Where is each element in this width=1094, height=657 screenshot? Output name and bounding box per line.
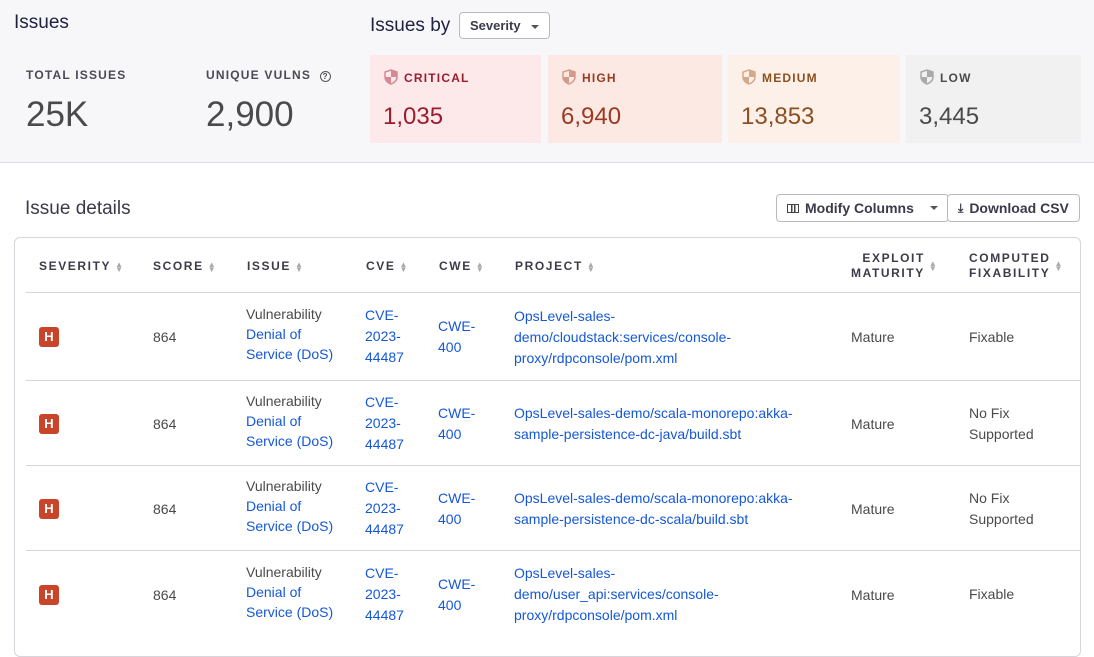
- severity-card-low[interactable]: LOW 3,445: [906, 55, 1081, 143]
- help-icon[interactable]: ?: [319, 71, 331, 82]
- project-link[interactable]: OpsLevel-sales-demo/scala-monorepo:akka-…: [514, 404, 793, 442]
- issue-cell: Vulnerability Denial of Service (DoS): [246, 391, 333, 451]
- column-header-issue[interactable]: ISSUE ▲ ▼: [247, 259, 305, 274]
- issue-type: Vulnerability: [246, 392, 322, 409]
- project-link[interactable]: OpsLevel-sales-demo/user_api:services/co…: [514, 565, 719, 623]
- column-header-severity[interactable]: SEVERITY ▲ ▼: [39, 259, 125, 274]
- severity-card-label: LOW: [940, 71, 972, 85]
- severity-card-critical[interactable]: CRITICAL 1,035: [370, 55, 541, 143]
- sort-icon[interactable]: ▲ ▼: [475, 259, 486, 274]
- computed-fixability: No Fix Supported: [969, 489, 1034, 527]
- column-header-computed-fixability[interactable]: COMPUTED FIXABILITY ▲ ▼: [969, 251, 1064, 280]
- download-csv-label: Download CSV: [969, 200, 1069, 216]
- score: 864: [153, 586, 177, 603]
- modify-columns-label: Modify Columns: [805, 200, 914, 216]
- cwe-link[interactable]: CWE- 400: [438, 489, 476, 527]
- cve-link[interactable]: CVE- 2023- 44487: [365, 393, 404, 452]
- column-header-cwe[interactable]: CWE ▲ ▼: [439, 259, 486, 274]
- shield-icon: [920, 69, 934, 85]
- column-header-cve[interactable]: CVE ▲ ▼: [366, 259, 410, 274]
- project-link[interactable]: OpsLevel-sales-demo/cloudstack:services/…: [514, 307, 732, 366]
- issue-link[interactable]: Service (DoS): [246, 432, 334, 449]
- sort-icon[interactable]: ▲ ▼: [586, 259, 597, 274]
- unique-vulns-label: UNIQUE VULNS ?: [206, 68, 331, 82]
- total-issues-value: 25K: [26, 95, 89, 134]
- issue-cell: Vulnerability Denial of Service (DoS): [246, 562, 333, 622]
- columns-icon: [787, 203, 799, 213]
- severity-badge-high: H: [39, 584, 59, 605]
- shield-icon: [742, 69, 756, 85]
- issues-by-label: Issues by: [370, 15, 451, 36]
- severity-card-label: CRITICAL: [404, 71, 470, 85]
- severity-card-value: 1,035: [383, 103, 444, 130]
- issue-link[interactable]: Service (DoS): [246, 603, 334, 620]
- severity-card-label: MEDIUM: [762, 71, 818, 85]
- shield-icon: [562, 69, 576, 85]
- issue-type: Vulnerability: [246, 477, 322, 494]
- cwe-link[interactable]: CWE- 400: [438, 404, 476, 442]
- cve-link[interactable]: CVE- 2023- 44487: [365, 307, 404, 365]
- issue-link[interactable]: Service (DoS): [246, 517, 334, 534]
- severity-badge-high: H: [39, 413, 59, 434]
- computed-fixability: No Fix Supported: [969, 404, 1034, 442]
- severity-card-medium[interactable]: MEDIUM 13,853: [728, 55, 900, 143]
- severity-card-high[interactable]: HIGH 6,940: [548, 55, 722, 143]
- severity-card-value: 13,853: [741, 103, 815, 130]
- severity-badge-high: H: [39, 498, 59, 519]
- cve-link[interactable]: CVE- 2023- 44487: [365, 478, 404, 537]
- sort-icon[interactable]: ▲ ▼: [207, 259, 218, 274]
- issue-link[interactable]: Service (DoS): [246, 346, 334, 362]
- sort-icon[interactable]: ▲ ▼: [115, 259, 125, 274]
- issue-cell: Vulnerability Denial of Service (DoS): [246, 476, 333, 536]
- download-csv-button[interactable]: ⤓ Download CSV: [947, 194, 1080, 222]
- severity-card-label: HIGH: [582, 71, 617, 85]
- column-header-exploit-maturity[interactable]: EXPLOIT MATURITY ▲ ▼: [851, 251, 939, 280]
- issue-link[interactable]: Denial of: [246, 326, 302, 342]
- score: 864: [153, 415, 177, 432]
- issue-type: Vulnerability: [246, 563, 322, 580]
- cve-link[interactable]: CVE- 2023- 44487: [365, 564, 404, 623]
- chevron-down-icon: [929, 206, 938, 210]
- issue-type: Vulnerability: [246, 306, 322, 322]
- computed-fixability: Fixable: [969, 328, 1015, 345]
- unique-vulns-text: UNIQUE VULNS: [206, 68, 312, 82]
- group-by-select[interactable]: Severity: [459, 12, 550, 39]
- cwe-link[interactable]: CWE- 400: [438, 318, 476, 355]
- computed-fixability: Fixable: [969, 586, 1015, 602]
- page-title: Issues: [14, 12, 69, 33]
- table-row[interactable]: H 864 Vulnerability Denial of Service (D…: [26, 292, 1081, 380]
- table-row[interactable]: H 864 Vulnerability Denial of Service (D…: [26, 465, 1081, 550]
- severity-badge-high: H: [39, 327, 59, 347]
- sort-icon[interactable]: ▲ ▼: [928, 259, 939, 273]
- modify-columns-button[interactable]: Modify Columns: [776, 194, 949, 222]
- sort-icon[interactable]: ▲ ▼: [1054, 259, 1064, 273]
- issue-cell: Vulnerability Denial of Service (DoS): [246, 304, 333, 364]
- table-row[interactable]: H 864 Vulnerability Denial of Service (D…: [26, 380, 1081, 465]
- exploit-maturity: Mature: [851, 415, 895, 432]
- total-issues-label: TOTAL ISSUES: [26, 68, 127, 82]
- exploit-maturity: Mature: [851, 500, 895, 517]
- issue-link[interactable]: Denial of: [246, 497, 302, 514]
- sort-icon[interactable]: ▲ ▼: [399, 259, 410, 274]
- sort-icon[interactable]: ▲ ▼: [295, 259, 305, 274]
- table-row[interactable]: H 864 Vulnerability Denial of Service (D…: [26, 550, 1081, 637]
- exploit-maturity: Mature: [851, 329, 895, 345]
- exploit-maturity: Mature: [851, 586, 895, 603]
- download-icon: ⤓: [958, 200, 964, 215]
- project-link[interactable]: OpsLevel-sales-demo/scala-monorepo:akka-…: [514, 489, 793, 527]
- shield-icon: [384, 69, 398, 85]
- column-header-project[interactable]: PROJECT ▲ ▼: [515, 259, 597, 274]
- score: 864: [153, 500, 177, 517]
- issue-link[interactable]: Denial of: [246, 412, 302, 429]
- severity-card-value: 3,445: [919, 103, 980, 130]
- column-header-score[interactable]: SCORE ▲ ▼: [153, 259, 218, 274]
- issue-details-title: Issue details: [25, 198, 131, 219]
- severity-card-value: 6,940: [561, 103, 622, 130]
- unique-vulns-value: 2,900: [206, 95, 294, 134]
- chevron-down-icon: [530, 24, 539, 29]
- score: 864: [153, 329, 177, 345]
- group-by-value: Severity: [470, 18, 521, 33]
- issue-link[interactable]: Denial of: [246, 583, 302, 600]
- cwe-link[interactable]: CWE- 400: [438, 575, 476, 613]
